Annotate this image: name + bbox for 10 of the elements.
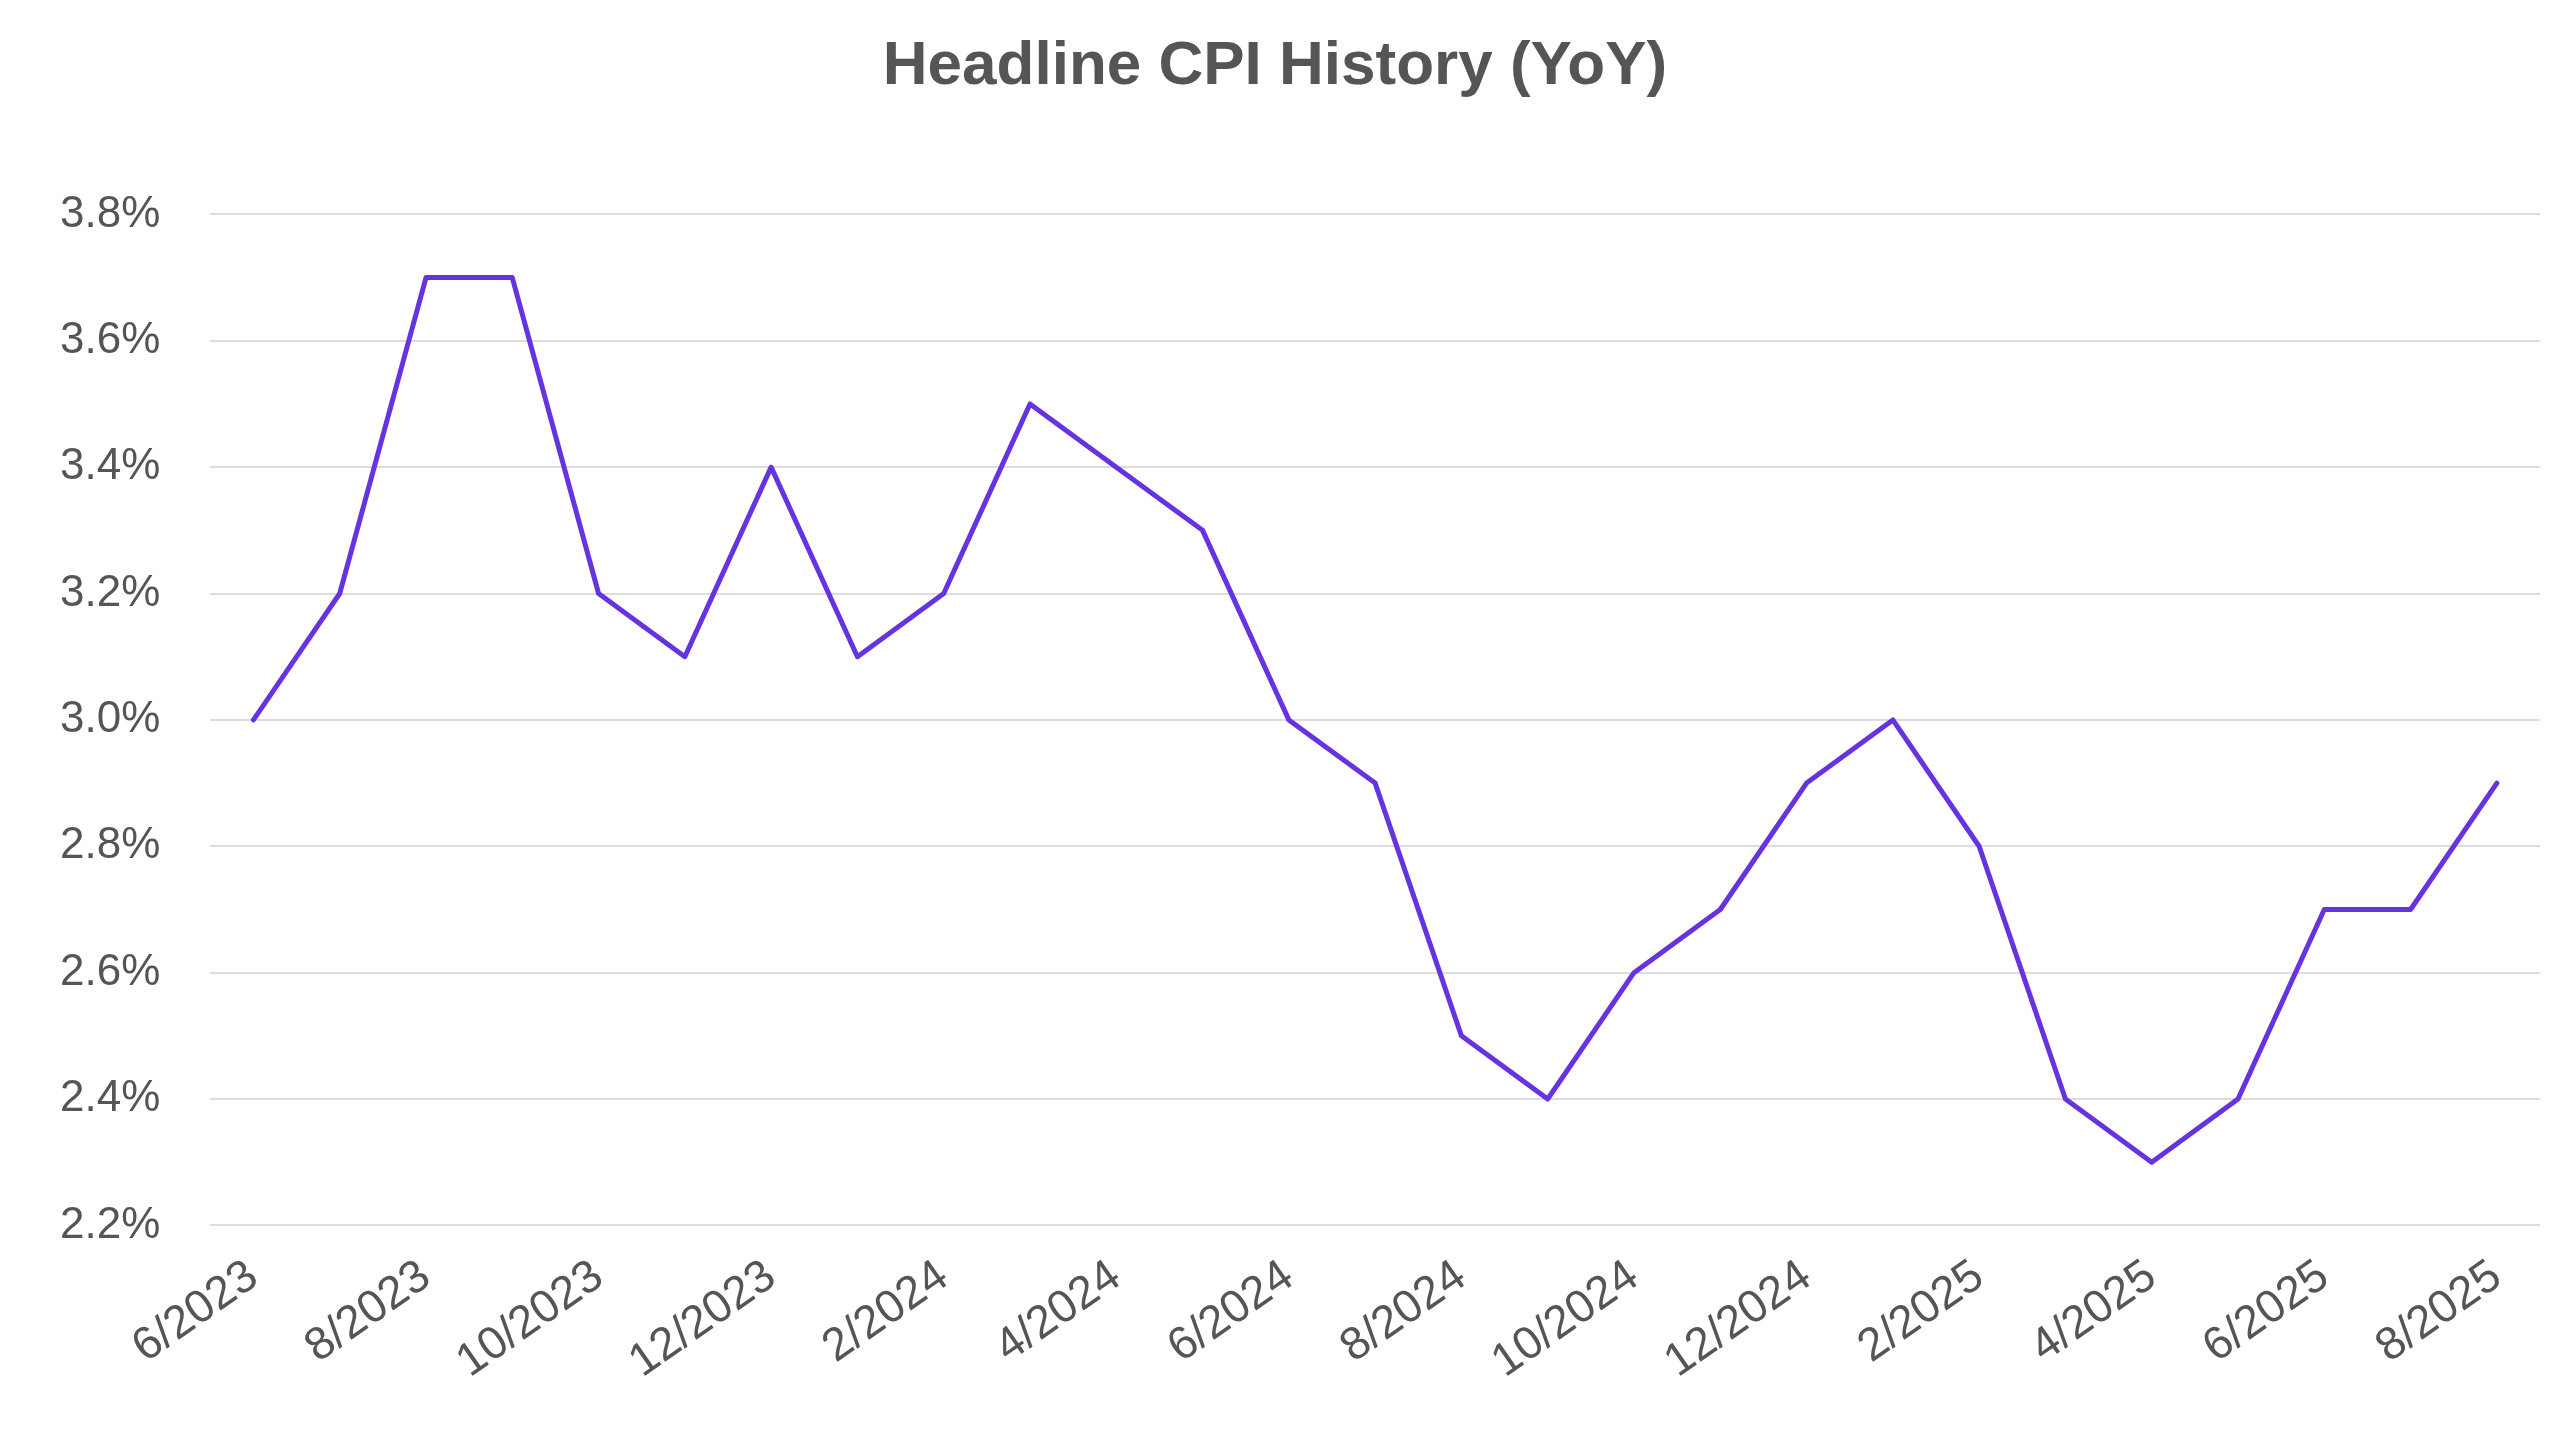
y-tick-label: 3.6% — [59, 312, 161, 362]
y-tick-label: 2.8% — [59, 818, 161, 868]
y-tick-label: 3.2% — [59, 565, 161, 615]
y-tick-label: 3.8% — [59, 186, 161, 236]
y-tick-label: 2.4% — [59, 1071, 161, 1121]
y-tick-label: 2.6% — [59, 944, 161, 994]
y-tick-label: 3.0% — [59, 692, 161, 742]
y-tick-label: 3.4% — [59, 439, 161, 489]
y-tick-label: 2.2% — [59, 1197, 161, 1247]
chart-title: Headline CPI History (YoY) — [882, 28, 1668, 98]
